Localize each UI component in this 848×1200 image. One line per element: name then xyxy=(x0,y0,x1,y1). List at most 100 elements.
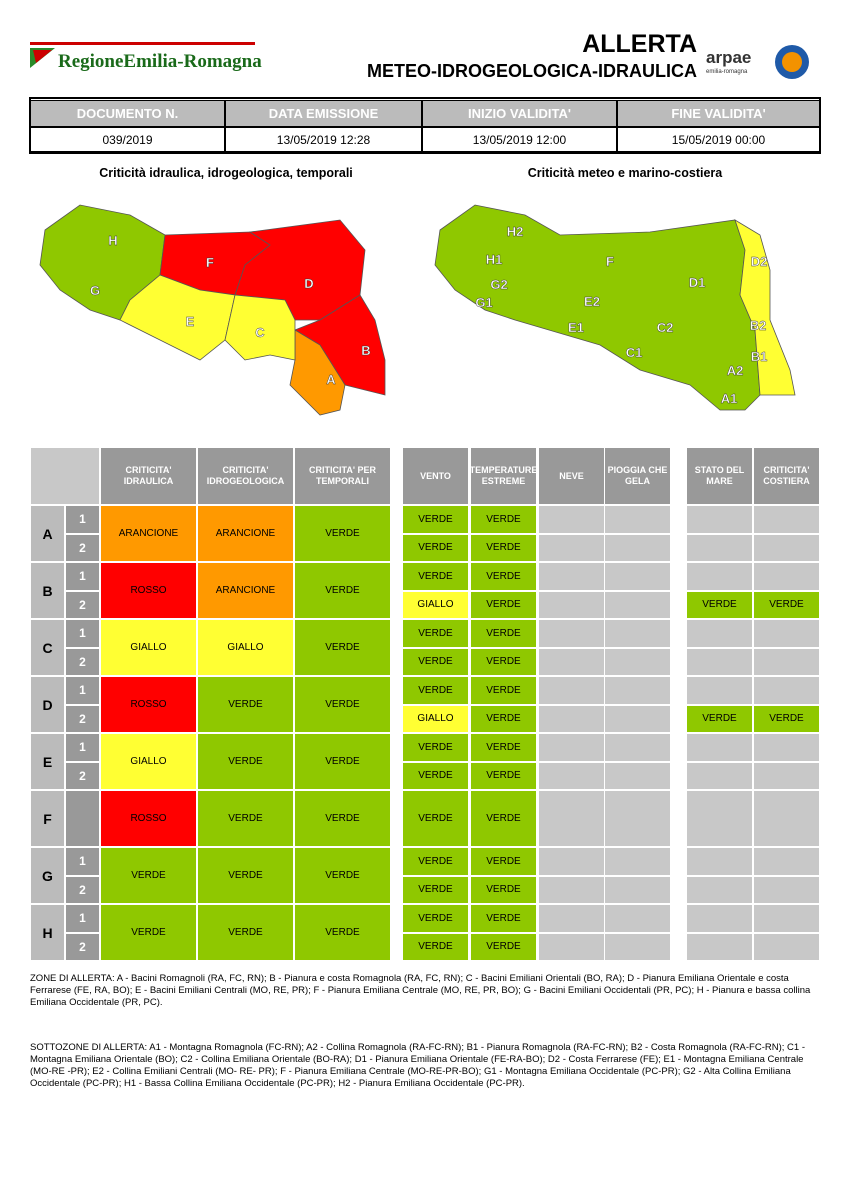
level-cell: VERDE xyxy=(470,733,537,762)
map-label: F xyxy=(606,254,614,269)
level-cell: VERDE xyxy=(470,562,537,591)
level-cell: VERDE xyxy=(294,676,391,733)
map-label: G1 xyxy=(475,295,492,310)
logo-bar xyxy=(30,42,255,45)
map-label: A1 xyxy=(721,391,738,406)
level-cell: VERDE xyxy=(100,847,197,904)
level-cell: VERDE xyxy=(470,761,537,790)
level-cell: VERDE xyxy=(402,904,469,933)
subzone-number: 1 xyxy=(65,562,100,591)
level-cell: VERDE xyxy=(294,904,391,961)
empty-cell xyxy=(538,761,605,790)
empty-cell xyxy=(753,790,820,847)
empty-cell xyxy=(538,505,605,534)
map-label: C1 xyxy=(626,345,643,360)
subzone-number: 2 xyxy=(65,875,100,904)
doc-header: INIZIO VALIDITA' xyxy=(422,100,617,127)
empty-cell xyxy=(604,704,671,733)
level-cell: ROSSO xyxy=(100,790,197,847)
empty-cell xyxy=(604,790,671,847)
level-cell: GIALLO xyxy=(402,590,469,619)
level-cell: VERDE xyxy=(686,704,753,733)
zones-note: ZONE DI ALLERTA: A - Bacini Romagnoli (R… xyxy=(30,973,811,1008)
level-cell: VERDE xyxy=(402,790,469,847)
empty-cell xyxy=(753,932,820,961)
doc-value: 13/05/2019 12:00 xyxy=(422,127,617,152)
level-cell: VERDE xyxy=(470,533,537,562)
subzone-number: 2 xyxy=(65,761,100,790)
map-label: G2 xyxy=(490,277,507,292)
subzone-number: 1 xyxy=(65,733,100,762)
level-cell: VERDE xyxy=(402,847,469,876)
level-cell: VERDE xyxy=(294,619,391,676)
empty-cell xyxy=(604,505,671,534)
level-cell: VERDE xyxy=(470,704,537,733)
empty-cell xyxy=(538,932,605,961)
level-cell: VERDE xyxy=(197,847,294,904)
column-header: STATO DEL MARE xyxy=(686,447,753,505)
subzone-number: 2 xyxy=(65,704,100,733)
level-cell: VERDE xyxy=(402,533,469,562)
header-graphics: RegioneEmilia-Romagna ALLERTA METEO-IDRO… xyxy=(29,30,821,416)
doc-value: 039/2019 xyxy=(30,127,225,152)
level-cell: VERDE xyxy=(470,676,537,705)
map-label: B xyxy=(361,343,370,358)
arpae-logo: arpae xyxy=(706,48,751,67)
map-right xyxy=(434,204,796,411)
subzone-number: 1 xyxy=(65,619,100,648)
map-label: C2 xyxy=(657,320,674,335)
level-cell: ARANCIONE xyxy=(100,505,197,562)
column-header: CRITICITA' COSTIERA xyxy=(753,447,820,505)
zone-letter: D xyxy=(30,676,65,733)
level-cell: VERDE xyxy=(100,904,197,961)
empty-cell xyxy=(753,847,820,876)
level-cell: VERDE xyxy=(402,875,469,904)
empty-cell xyxy=(753,676,820,705)
empty-cell xyxy=(753,619,820,648)
column-header: NEVE xyxy=(538,447,605,505)
empty-cell xyxy=(538,733,605,762)
empty-cell xyxy=(753,533,820,562)
empty-cell xyxy=(686,733,753,762)
subzone-number: 2 xyxy=(65,533,100,562)
level-cell: VERDE xyxy=(470,619,537,648)
level-cell: VERDE xyxy=(402,733,469,762)
map-label: D2 xyxy=(751,254,768,269)
level-cell: VERDE xyxy=(294,733,391,790)
doc-value: 13/05/2019 12:28 xyxy=(225,127,422,152)
map-label: D xyxy=(304,276,313,291)
empty-cell xyxy=(604,904,671,933)
empty-cell xyxy=(686,533,753,562)
empty-cell xyxy=(686,847,753,876)
level-cell: VERDE xyxy=(402,761,469,790)
empty-cell xyxy=(686,932,753,961)
doc-header: FINE VALIDITA' xyxy=(617,100,820,127)
level-cell: VERDE xyxy=(470,904,537,933)
empty-cell xyxy=(604,590,671,619)
empty-cell xyxy=(604,619,671,648)
level-cell: VERDE xyxy=(470,647,537,676)
level-cell: VERDE xyxy=(402,619,469,648)
doc-header: DATA EMISSIONE xyxy=(225,100,422,127)
level-cell: VERDE xyxy=(197,904,294,961)
empty-cell xyxy=(753,761,820,790)
zone-letter: G xyxy=(30,847,65,904)
empty-cell xyxy=(604,562,671,591)
map-label: F xyxy=(206,255,214,270)
empty-cell xyxy=(686,619,753,648)
column-header: CRITICITA' IDRAULICA xyxy=(100,447,197,505)
empty-cell xyxy=(538,875,605,904)
empty-cell xyxy=(753,505,820,534)
level-cell: VERDE xyxy=(294,790,391,847)
empty-cell xyxy=(538,533,605,562)
empty-cell xyxy=(753,733,820,762)
arpae-region: emilia-romagna xyxy=(706,69,748,75)
level-cell: ROSSO xyxy=(100,562,197,619)
map-label: G xyxy=(90,283,100,298)
map-label: E xyxy=(186,314,195,329)
map-label: H2 xyxy=(507,224,524,239)
empty-cell xyxy=(604,932,671,961)
empty-cell xyxy=(686,676,753,705)
